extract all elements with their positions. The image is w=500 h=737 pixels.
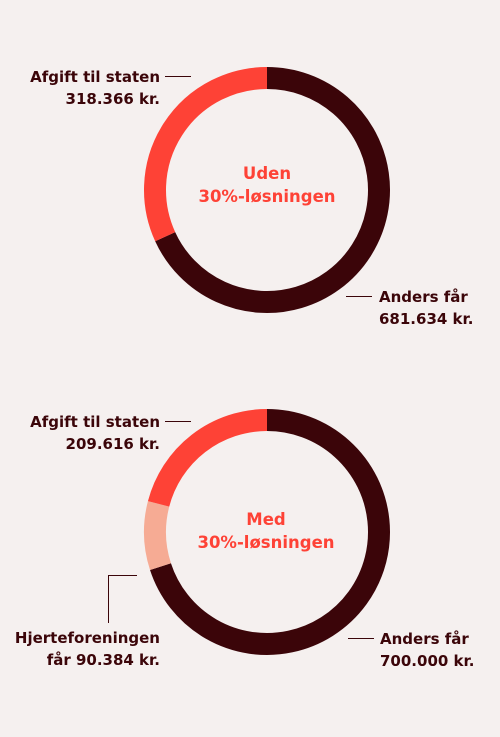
- donut-slice-0: [155, 67, 390, 313]
- donut-center-title: Uden 30%-løsningen: [167, 162, 367, 208]
- center-title-line-2: 30%-løsningen: [197, 533, 335, 552]
- donut-slice-1: [144, 501, 172, 571]
- slice-label-line-1: Anders får: [379, 288, 468, 306]
- donut-center-title: Med 30%-løsningen: [166, 508, 366, 554]
- center-title-line-2: 30%-løsningen: [198, 187, 336, 206]
- slice-label-line-1: Hjerteforeningen: [14, 629, 160, 647]
- donut-slice-1: [144, 67, 268, 242]
- slice-label-line-2: 209.616 kr.: [65, 435, 160, 453]
- slice-label-hjerteforeningen: Hjerteforeningen får 90.384 kr.: [15, 627, 160, 671]
- slice-label-line-2: 681.634 kr.: [379, 310, 474, 328]
- center-title-line-1: Uden: [242, 164, 292, 183]
- slice-label-line-1: Afgift til staten: [30, 413, 160, 431]
- donut-slice-0: [150, 409, 390, 655]
- slice-label-line-1: Afgift til staten: [30, 68, 160, 86]
- slice-label-line-2: får 90.384 kr.: [46, 651, 160, 669]
- leader-line: [165, 421, 191, 422]
- leader-line: [108, 575, 109, 623]
- slice-label-afgift: Afgift til staten 209.616 kr.: [30, 411, 160, 455]
- slice-label-line-1: Anders får: [380, 630, 469, 648]
- slice-label-anders: Anders får 681.634 kr.: [379, 286, 473, 330]
- center-title-line-1: Med: [246, 510, 286, 529]
- slice-label-anders: Anders får 700.000 kr.: [380, 628, 474, 672]
- leader-line: [348, 638, 374, 639]
- slice-label-afgift: Afgift til staten 318.366 kr.: [30, 66, 160, 110]
- donut-slice-2: [147, 409, 268, 507]
- leader-line: [165, 76, 191, 77]
- slice-label-line-2: 318.366 kr.: [65, 90, 160, 108]
- slice-label-line-2: 700.000 kr.: [380, 652, 475, 670]
- leader-line: [108, 575, 137, 576]
- leader-line: [346, 296, 372, 297]
